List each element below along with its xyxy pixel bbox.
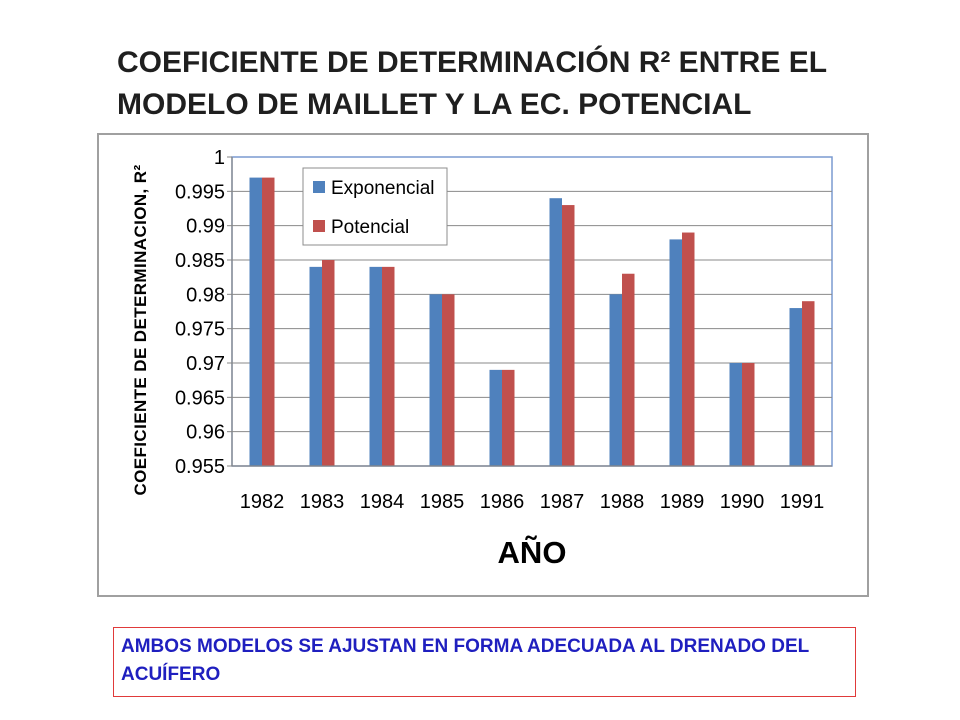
bar-exponencial-1990 — [729, 363, 742, 466]
y-axis-title: COEFICIENTE DE DETERMINACION, R² — [131, 164, 150, 495]
x-tick-label: 1989 — [660, 491, 705, 513]
bar-potencial-1989 — [682, 232, 695, 466]
y-tick-label: 0.995 — [175, 181, 225, 203]
y-tick-label: 0.955 — [175, 456, 225, 478]
bar-potencial-1986 — [502, 369, 515, 466]
legend-label-potencial: Potencial — [331, 217, 409, 238]
x-tick-label: 1983 — [300, 491, 345, 513]
y-tick-label: 0.965 — [175, 387, 225, 409]
bar-potencial-1991 — [802, 301, 815, 466]
bars — [249, 177, 815, 467]
legend-swatch-potencial — [313, 220, 325, 232]
bar-potencial-1985 — [442, 294, 455, 466]
note-box: AMBOS MODELOS SE AJUSTAN EN FORMA ADECUA… — [113, 627, 856, 697]
bar-exponencial-1988 — [609, 294, 622, 466]
bar-potencial-1987 — [562, 205, 575, 467]
legend-swatch-exponencial — [313, 181, 325, 193]
y-tick-label: 0.99 — [186, 216, 225, 238]
y-axis: 0.955 0.96 0.965 0.97 0.975 0.98 0.985 0.99 0.99… — [175, 147, 233, 478]
bar-potencial-1984 — [382, 266, 395, 466]
bar-potencial-1982 — [262, 177, 275, 466]
x-tick-label: 1982 — [240, 491, 285, 513]
x-tick-label: 1984 — [360, 491, 405, 513]
bar-potencial-1983 — [322, 260, 335, 466]
bar-exponencial-1991 — [789, 308, 802, 466]
x-tick-label: 1987 — [540, 491, 585, 513]
legend: Exponencial Potencial — [302, 167, 448, 246]
x-tick-label: 1991 — [780, 491, 825, 513]
x-axis-title: AÑO — [498, 535, 567, 570]
bar-exponencial-1982 — [249, 177, 262, 466]
note-text: AMBOS MODELOS SE AJUSTAN EN FORMA ADECUA… — [121, 636, 809, 685]
x-tick-label: 1988 — [600, 491, 645, 513]
bar-exponencial-1983 — [309, 266, 322, 466]
legend-box — [302, 167, 448, 246]
slide-title: COEFICIENTE DE DETERMINACIÓN R² ENTRE EL… — [117, 46, 827, 121]
y-tick-label: 0.97 — [186, 353, 225, 375]
x-tick-label: 1985 — [420, 491, 465, 513]
y-tick-label: 0.985 — [175, 250, 225, 272]
x-tick-label: 1990 — [720, 491, 765, 513]
chart: 0.955 0.96 0.965 0.97 0.975 0.98 0.985 0.99 0.99… — [97, 133, 869, 597]
legend-label-exponencial: Exponencial — [331, 178, 435, 199]
y-tick-label: 0.98 — [186, 284, 225, 306]
x-tick-label: 1986 — [480, 491, 525, 513]
y-tick-label: 0.96 — [186, 422, 225, 444]
y-tick-label: 1 — [214, 147, 225, 169]
y-tick-label: 0.975 — [175, 319, 225, 341]
bar-potencial-1990 — [742, 363, 755, 466]
bar-exponencial-1989 — [669, 239, 682, 466]
bar-potencial-1988 — [622, 273, 635, 466]
bar-exponencial-1987 — [549, 198, 562, 466]
bar-exponencial-1984 — [369, 266, 382, 466]
x-axis: 1982 1983 1984 1985 1986 1987 1988 1989 1990 1991 — [232, 465, 832, 513]
bar-exponencial-1985 — [429, 294, 442, 466]
bar-exponencial-1986 — [489, 369, 502, 466]
